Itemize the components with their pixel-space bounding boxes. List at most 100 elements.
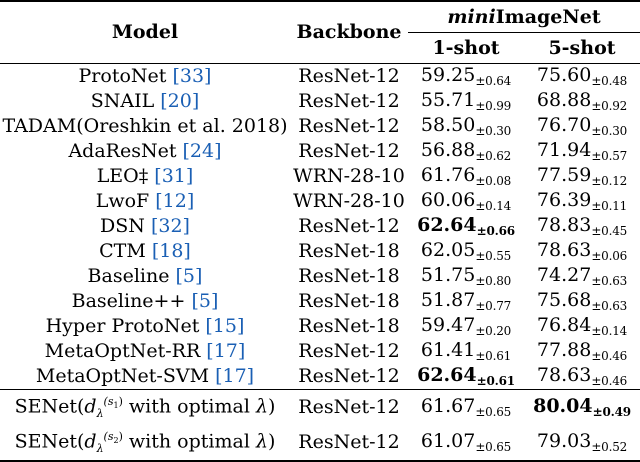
backbone: ResNet-12: [298, 140, 400, 162]
score-std: ±0.08: [475, 174, 512, 188]
score-5shot: 78.63±0.46: [524, 364, 640, 390]
header-5shot: 5-shot: [548, 36, 616, 59]
score-1shot: 59.47±0.20: [408, 314, 524, 339]
backbone: ResNet-12: [298, 365, 400, 387]
score-std: ±0.11: [591, 199, 628, 213]
score-value: 61.07: [420, 430, 476, 453]
score-value: 58.50: [420, 114, 476, 136]
score-std: ±0.77: [475, 299, 512, 313]
score-value: 51.87: [420, 289, 476, 311]
table-row: SNAIL [20] ResNet-12 55.71±0.99 68.88±0.92: [0, 89, 640, 114]
citation-link[interactable]: [15]: [205, 315, 245, 337]
score-1shot: 61.76±0.08: [408, 164, 524, 189]
score-value: 61.41: [420, 339, 476, 361]
score-value: 76.39: [536, 189, 592, 211]
model-prefix: SENet(: [14, 395, 85, 418]
score-value: 76.84: [536, 314, 592, 336]
score-5shot: 71.94±0.57: [524, 139, 640, 164]
score-5shot: 79.03±0.52: [524, 425, 640, 462]
score-value: 68.88: [536, 89, 592, 111]
score-value: 80.04: [533, 395, 593, 418]
citation-link[interactable]: [24]: [182, 140, 222, 162]
score-value: 77.59: [536, 164, 592, 186]
score-value: 78.63: [536, 364, 592, 386]
score-5shot: 76.84±0.14: [524, 314, 640, 339]
score-1shot: 60.06±0.14: [408, 189, 524, 214]
lambda-symbol: λ: [255, 395, 268, 418]
model-label: Baseline++: [71, 290, 192, 312]
score-std: ±0.63: [591, 299, 628, 313]
table-row: AdaResNet [24] ResNet-12 56.88±0.62 71.94±0…: [0, 139, 640, 164]
score-1shot: 56.88±0.62: [408, 139, 524, 164]
header-dataset-italic: mini: [447, 5, 496, 28]
model-name: SNAIL [20]: [0, 89, 290, 114]
score-value: 62.05: [420, 239, 476, 261]
score-std: ±0.45: [591, 224, 628, 238]
backbone: ResNet-12: [298, 115, 400, 137]
citation-link[interactable]: [12]: [155, 190, 195, 212]
model-name: AdaResNet [24]: [0, 139, 290, 164]
distance-sup-a: (s: [103, 430, 114, 444]
score-std: ±0.30: [475, 124, 512, 138]
model-suffix: with optimal: [122, 430, 256, 453]
header-model: Model: [0, 0, 290, 64]
backbone: ResNet-18: [298, 315, 400, 337]
backbone: ResNet-12: [290, 63, 408, 89]
score-value: 74.27: [536, 264, 592, 286]
score-std: ±0.99: [475, 99, 512, 113]
score-1shot: 62.64±0.66: [408, 214, 524, 239]
citation-link[interactable]: [5]: [191, 290, 219, 312]
distance-sub: λ: [96, 442, 104, 456]
header-dataset: miniImageNet: [408, 0, 640, 33]
table-row: ProtoNet [33] ResNet-12 59.25±0.64 75.60±0.…: [0, 63, 640, 89]
backbone: ResNet-12: [298, 90, 400, 112]
model-name: Hyper ProtoNet [15]: [0, 314, 290, 339]
header-dataset-rest: ImageNet: [495, 5, 601, 28]
model-name: Baseline [5]: [0, 264, 290, 289]
model-label: CTM: [99, 240, 152, 262]
model-label: AdaResNet: [68, 140, 183, 162]
citation-link[interactable]: [5]: [175, 265, 203, 287]
distance-sup-c: ): [118, 395, 123, 408]
score-std: ±0.64: [475, 74, 512, 88]
backbone: ResNet-12: [298, 215, 400, 237]
model-prefix: SENet(: [14, 430, 85, 453]
model-label: LwoF: [95, 190, 156, 212]
distance-symbol: d: [84, 395, 97, 418]
citation-link[interactable]: [31]: [154, 165, 194, 187]
score-value: 59.47: [420, 314, 476, 336]
table-row: LwoF [12] WRN-28-10 60.06±0.14 76.39±0.11: [0, 189, 640, 214]
score-std: ±0.30: [591, 124, 628, 138]
score-value: 62.64: [417, 364, 477, 386]
backbone: ResNet-12: [290, 389, 408, 426]
backbone: ResNet-12: [298, 340, 400, 362]
score-std: ±0.55: [475, 249, 512, 263]
citation-link[interactable]: [33]: [172, 65, 212, 87]
score-value: 62.64: [417, 214, 477, 236]
score-std: ±0.66: [476, 224, 515, 238]
score-5shot: 78.63±0.06: [524, 239, 640, 264]
citation-link[interactable]: [18]: [151, 240, 191, 262]
citation-link[interactable]: [17]: [206, 340, 246, 362]
model-name: LwoF [12]: [0, 189, 290, 214]
score-5shot: 75.68±0.63: [524, 289, 640, 314]
citation-link[interactable]: [17]: [215, 365, 255, 387]
score-5shot: 76.39±0.11: [524, 189, 640, 214]
model-name: TADAM(Oreshkin et al. 2018): [0, 114, 290, 139]
score-value: 59.25: [420, 64, 476, 86]
table-row: Baseline++ [5] ResNet-18 51.87±0.77 75.68±0…: [0, 289, 640, 314]
citation-link[interactable]: [20]: [160, 90, 200, 112]
citation-link[interactable]: [32]: [150, 215, 190, 237]
score-std: ±0.65: [475, 405, 512, 420]
score-value: 60.06: [420, 189, 476, 211]
score-std: ±0.92: [591, 99, 628, 113]
score-1shot: 62.05±0.55: [408, 239, 524, 264]
score-std: ±0.12: [591, 174, 628, 188]
model-label: ProtoNet: [78, 65, 173, 87]
model-name: LEO‡ [31]: [0, 164, 290, 189]
distance-sup: (s1): [104, 395, 123, 411]
distance-sup-b: 1: [113, 401, 119, 411]
table-row: Hyper ProtoNet [15] ResNet-18 59.47±0.20 76…: [0, 314, 640, 339]
model-name: DSN [32]: [0, 214, 290, 239]
